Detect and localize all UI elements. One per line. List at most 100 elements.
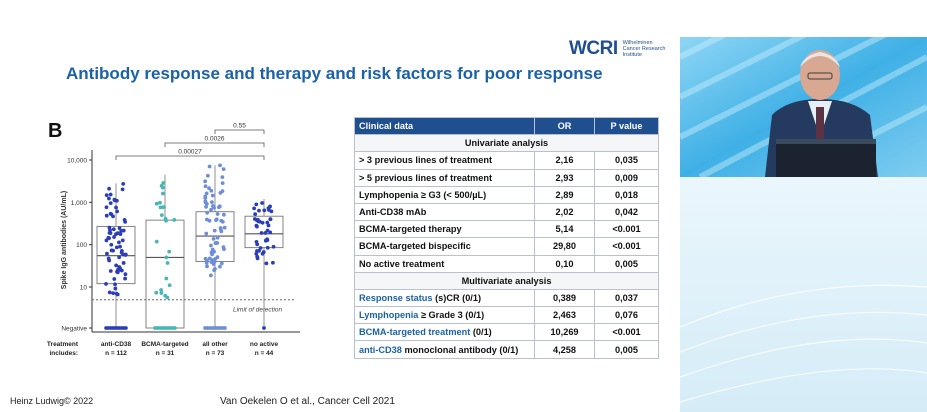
box	[145, 219, 185, 329]
data-point	[221, 245, 226, 250]
data-point	[109, 212, 114, 217]
data-point	[112, 235, 116, 239]
data-point	[172, 218, 177, 222]
data-point	[215, 212, 220, 216]
data-point	[159, 183, 164, 188]
data-point	[252, 206, 257, 211]
data-point	[119, 268, 124, 273]
data-point	[203, 196, 208, 200]
data-point	[205, 173, 210, 178]
data-point	[120, 187, 125, 192]
row-label-highlight: anti-CD38	[359, 344, 402, 355]
data-point	[265, 228, 270, 233]
row-label: Lymphopenia ≥ G3 (< 500/µL)	[354, 185, 535, 204]
data-point	[111, 227, 116, 232]
data-point	[158, 200, 162, 205]
data-point	[260, 220, 265, 225]
row-or: 2,463	[534, 306, 595, 325]
data-point	[254, 251, 259, 256]
row-p-value: <0.001	[594, 220, 659, 239]
data-point	[215, 241, 220, 245]
row-label: BCMA-targeted bispecific	[354, 237, 535, 256]
data-point	[265, 245, 270, 250]
row-label-rest: (0/1)	[470, 327, 492, 338]
row-p-value: 0,042	[594, 202, 659, 222]
data-point	[167, 249, 172, 254]
row-label: No active treatment	[354, 254, 535, 273]
slide-title: Antibody response and therapy and risk f…	[66, 64, 603, 83]
table-row: Response status (s)CR (0/1) 0,389 0,037	[354, 288, 659, 308]
data-point	[268, 230, 273, 235]
data-point	[211, 236, 216, 241]
row-p-value: 0,005	[594, 340, 659, 359]
data-point	[111, 248, 116, 253]
group-n-label: n = 31	[156, 350, 175, 357]
multivariate-section-label: Multivariate analysis	[354, 271, 659, 290]
data-point	[257, 208, 261, 213]
presentation-slide: WCRI Wilhelminen Cancer Research Institu…	[10, 38, 666, 407]
row-label-rest: ≥ Grade 3 (0/1)	[418, 310, 485, 321]
data-point	[105, 251, 109, 256]
data-point	[117, 255, 122, 260]
data-point	[265, 220, 270, 225]
data-point	[159, 213, 164, 218]
data-point	[111, 291, 116, 295]
data-point	[259, 231, 264, 235]
data-point	[123, 272, 128, 277]
data-point	[121, 181, 126, 186]
row-label: Anti-CD38 mAb	[354, 202, 535, 222]
data-point	[218, 227, 223, 232]
table-row: BCMA-targeted bispecific 29,80 <0.001	[354, 237, 659, 256]
data-point	[164, 255, 169, 260]
group-label: no active	[250, 341, 279, 348]
data-point	[123, 253, 128, 257]
data-point	[265, 237, 270, 242]
data-point	[104, 205, 109, 210]
data-point	[108, 231, 113, 235]
data-point	[161, 191, 165, 196]
univariate-section: Univariate analysis	[354, 134, 659, 153]
row-label-highlight: Response status	[359, 292, 433, 303]
data-point	[113, 286, 118, 291]
row-or: 2,93	[534, 168, 595, 187]
data-point	[118, 244, 122, 249]
speaker-video	[680, 37, 927, 177]
table-row: Anti-CD38 mAb 2,02 0,042	[354, 202, 659, 222]
data-point	[107, 196, 111, 201]
data-point	[260, 201, 264, 205]
data-point	[104, 213, 109, 218]
row-label: Lymphopenia ≥ Grade 3 (0/1)	[354, 306, 535, 325]
data-point	[114, 245, 119, 250]
row-p-value: 0,009	[594, 168, 659, 187]
row-or: 2,02	[534, 202, 595, 222]
row-label: > 5 previous lines of treatment	[354, 168, 535, 187]
multivariate-section: Multivariate analysis	[354, 271, 659, 290]
data-point	[164, 276, 169, 281]
footer-citation: Van Oekelen O et al., Cancer Cell 2021	[220, 396, 395, 407]
data-point	[203, 184, 208, 189]
data-point	[260, 251, 265, 256]
row-p-value: <0.001	[594, 237, 659, 256]
data-point	[254, 202, 259, 207]
data-point	[114, 291, 119, 296]
antibody-box-plot: Spike IgG antibodies (AU/mL) 10,000 1,000 1…	[47, 123, 300, 357]
data-point	[165, 261, 170, 265]
data-point	[218, 163, 222, 168]
data-point	[219, 261, 224, 266]
data-point	[108, 269, 113, 273]
data-point	[104, 238, 109, 243]
data-point	[114, 205, 118, 210]
y-axis-label: Spike IgG antibodies (AU/mL)	[61, 191, 68, 289]
header-clinical-data: Clinical data	[354, 116, 535, 136]
data-point	[268, 204, 272, 209]
data-point	[107, 290, 112, 295]
data-point	[207, 164, 212, 169]
row-label: BCMA-targeted therapy	[354, 220, 535, 239]
data-point	[220, 175, 225, 179]
comparison-p-value: 0.55	[233, 123, 246, 130]
data-point	[271, 244, 276, 249]
limit-of-detection-label: Limit of detection	[233, 307, 283, 314]
data-point	[107, 186, 111, 191]
data-point	[162, 205, 166, 209]
negative-point	[124, 326, 128, 330]
